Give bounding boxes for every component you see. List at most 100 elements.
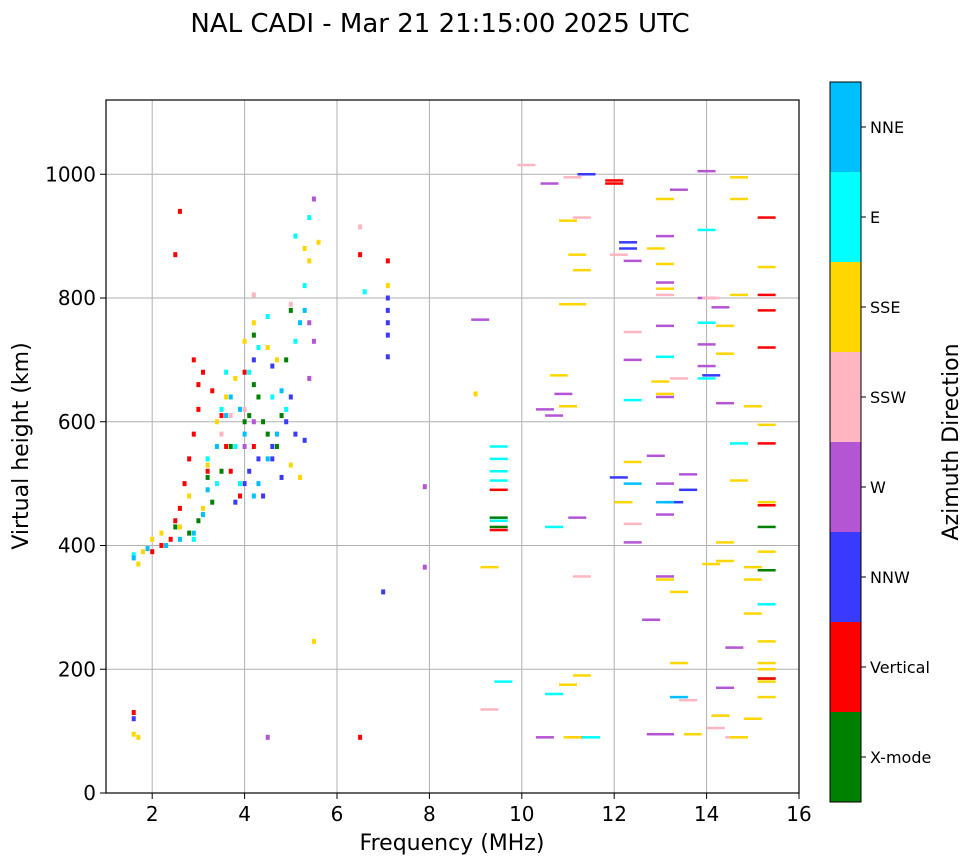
point-sse (651, 380, 670, 383)
point-sse (729, 736, 748, 739)
point-sse (568, 302, 587, 306)
point-e (582, 736, 601, 739)
point-vertical (182, 481, 187, 487)
point-w (422, 484, 427, 490)
point-sse (136, 561, 141, 567)
point-e (489, 479, 508, 482)
point-nne (274, 431, 279, 437)
point-nnw (256, 456, 261, 462)
point-nne (237, 406, 242, 412)
point-w (307, 320, 312, 326)
point-nnw (302, 437, 307, 443)
x-tick-label: 12 (601, 802, 626, 826)
point-sse (473, 391, 478, 397)
point-vertical (224, 444, 229, 449)
point-vertical (489, 528, 508, 532)
point-vertical (159, 543, 164, 548)
point-w (535, 408, 554, 411)
point-x-mode (247, 413, 252, 419)
point-sse (233, 375, 238, 381)
x-axis-label: Frequency (MHz) (360, 831, 545, 856)
point-x-mode (265, 431, 270, 437)
point-ssw (706, 726, 725, 730)
colorbar-label-nnw: NNW (870, 568, 910, 587)
point-w (311, 196, 316, 202)
point-nne (205, 487, 210, 493)
point-sse (150, 536, 155, 542)
point-sse (288, 462, 293, 468)
point-x-mode (279, 413, 284, 419)
point-sse (131, 731, 136, 737)
x-tick-label: 8 (423, 802, 436, 826)
point-e (205, 456, 210, 462)
point-e (284, 406, 289, 412)
point-sse (729, 176, 748, 179)
point-w (311, 338, 316, 344)
point-e (697, 377, 716, 380)
point-x-mode (261, 419, 266, 425)
colorbar-frame (829, 81, 862, 803)
point-sse (729, 479, 748, 482)
point-e (191, 536, 196, 542)
point-x-mode (288, 307, 293, 313)
point-w (265, 734, 270, 740)
point-w (242, 444, 247, 449)
point-sse (201, 505, 206, 511)
point-sse (316, 239, 321, 245)
point-w (545, 414, 564, 417)
point-vertical (187, 456, 192, 462)
point-sse (743, 612, 762, 615)
x-axis-ticks: 2 4 6 8 10 12 14 16 (146, 793, 812, 826)
point-e (214, 481, 219, 487)
point-sse (136, 734, 141, 740)
point-vertical (358, 252, 363, 258)
point-nnw (385, 307, 390, 313)
point-w (623, 259, 642, 263)
point-ssw (656, 293, 675, 297)
point-nne (131, 555, 136, 561)
point-ssw (228, 413, 233, 419)
point-x-mode (256, 394, 261, 400)
point-e (362, 289, 367, 295)
colorbar-label-sse: SSE (870, 298, 900, 317)
colorbar-label-e: E (870, 208, 880, 227)
point-sse (656, 262, 675, 266)
point-ssw (563, 176, 582, 179)
point-nne (164, 543, 169, 548)
point-w (568, 516, 587, 519)
point-ssw (251, 292, 256, 298)
point-w (725, 646, 744, 649)
y-tick-label: 0 (83, 781, 96, 805)
point-vertical (191, 431, 196, 437)
point-ssw (358, 224, 363, 230)
point-vertical (168, 536, 173, 542)
y-tick-label: 200 (58, 657, 96, 681)
data-points (131, 163, 776, 740)
point-x-mode (757, 525, 776, 529)
point-vertical (251, 444, 256, 449)
point-w (623, 358, 642, 362)
point-w (656, 482, 675, 485)
point-e (545, 525, 564, 529)
point-nnw (233, 499, 238, 505)
point-nne (201, 512, 206, 518)
point-x-mode (196, 518, 201, 524)
point-x-mode (219, 468, 224, 474)
point-nnw (242, 481, 247, 487)
point-w (471, 318, 490, 321)
point-nne (302, 307, 307, 313)
colorbar-swatch-e (830, 172, 861, 262)
point-w (251, 419, 256, 425)
point-x-mode (274, 444, 279, 449)
point-vertical (237, 493, 242, 499)
point-sse (757, 695, 776, 699)
point-vertical (191, 357, 196, 363)
point-e (757, 603, 776, 606)
point-sse (711, 714, 730, 717)
point-e (237, 481, 242, 487)
colorbar-label-w: W (870, 478, 886, 497)
point-e (623, 398, 642, 402)
point-nnw (665, 500, 684, 504)
point-sse (743, 405, 762, 408)
point-sse (559, 219, 577, 222)
